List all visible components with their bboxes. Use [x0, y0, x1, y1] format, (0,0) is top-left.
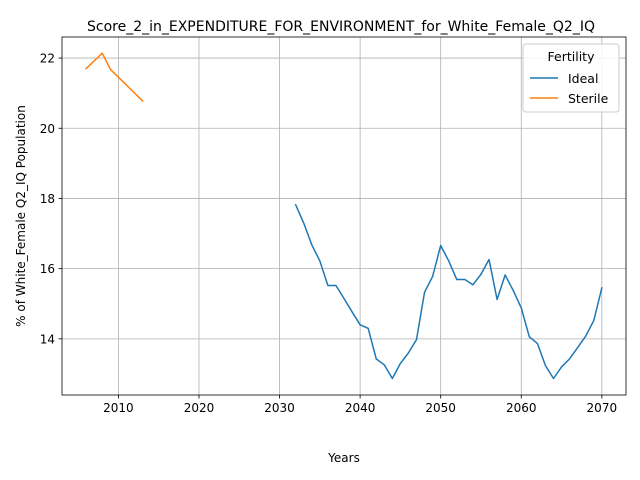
- legend-title: Fertility: [548, 49, 596, 64]
- x-tick-label: 2030: [264, 401, 295, 415]
- y-axis-label: % of White_Female Q2_IQ Population: [14, 105, 28, 327]
- legend-frame: [522, 43, 620, 113]
- legend: Fertility Ideal Sterile: [522, 43, 620, 113]
- legend-label-sterile: Sterile: [568, 91, 609, 106]
- x-tick-label: 2020: [184, 401, 215, 415]
- y-tick-label: 18: [40, 192, 55, 206]
- grid-lines: [62, 37, 626, 395]
- y-tick-label: 20: [40, 122, 55, 136]
- series-line-ideal: [294, 203, 603, 380]
- x-tick-label: 2010: [103, 401, 134, 415]
- y-tick-label: 14: [40, 332, 55, 346]
- plot-frame: [61, 36, 627, 396]
- x-tick-label: 2040: [345, 401, 376, 415]
- x-tick-label: 2070: [587, 401, 618, 415]
- y-tick-label: 22: [40, 52, 55, 66]
- y-tick-label: 16: [40, 262, 55, 276]
- series-line-sterile: [85, 52, 144, 102]
- x-tick-label: 2050: [425, 401, 456, 415]
- legend-label-ideal: Ideal: [568, 71, 598, 86]
- series-lines: [85, 52, 603, 380]
- chart-title: Score_2_in_EXPENDITURE_FOR_ENVIRONMENT_f…: [87, 19, 595, 35]
- x-tick-label: 2060: [506, 401, 537, 415]
- axis-ticks: 2010 2020 2030 2040 2050 2060 2070 14 16 18 20 22: [40, 52, 617, 415]
- x-axis-label: Years: [327, 451, 360, 465]
